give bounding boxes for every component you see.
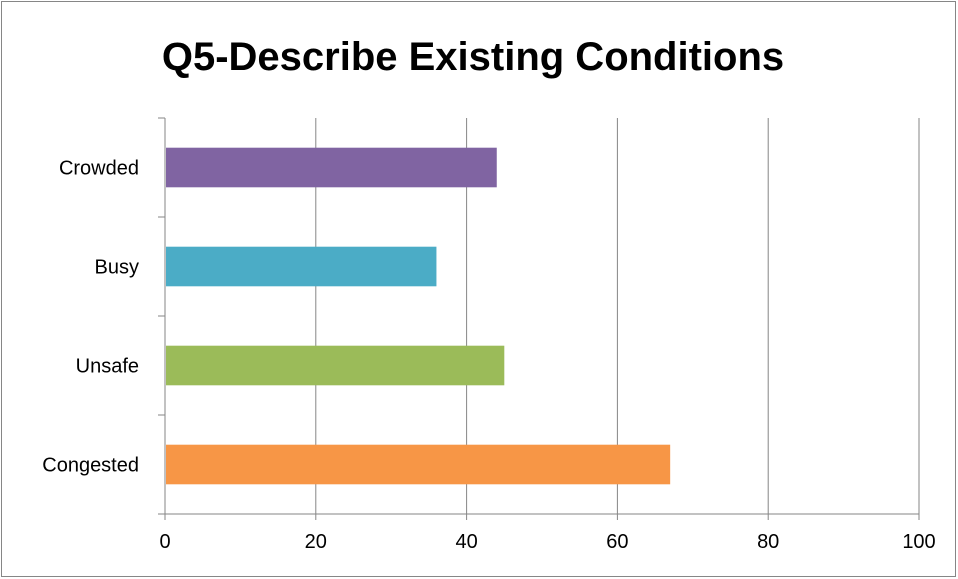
x-tick-label: 20 — [305, 531, 327, 553]
x-tick-label: 80 — [757, 531, 779, 553]
x-tick-label: 0 — [159, 531, 170, 553]
bar-congested — [166, 444, 671, 485]
bar-unsafe — [166, 345, 505, 386]
y-category-label: Busy — [95, 257, 139, 279]
x-tick-label: 60 — [606, 531, 628, 553]
y-category-label: Congested — [42, 455, 139, 477]
y-category-label: Crowded — [59, 158, 139, 180]
x-tick-label: 100 — [902, 531, 935, 553]
bar-busy — [166, 246, 437, 287]
x-tick-label: 40 — [455, 531, 477, 553]
bars — [166, 147, 671, 485]
axes — [158, 117, 920, 520]
chart-title: Q5-Describe Existing Conditions — [162, 35, 784, 79]
y-category-label: Unsafe — [76, 356, 139, 378]
tick-labels: 0 20 40 60 80 100 Congested Unsafe Busy Crowded — [42, 158, 935, 554]
bar-crowded — [166, 147, 497, 188]
